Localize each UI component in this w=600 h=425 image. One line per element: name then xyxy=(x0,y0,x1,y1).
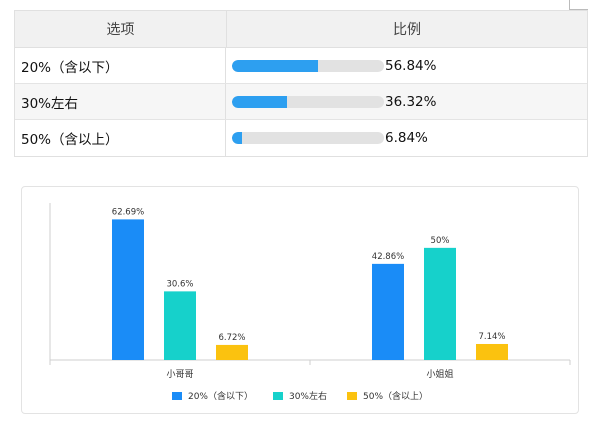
x-tick-label: 小姐姐 xyxy=(426,368,453,380)
legend-label: 50%（含以上） xyxy=(363,392,429,402)
progress-fill xyxy=(232,59,319,72)
percent-value: 6.84% xyxy=(385,130,428,146)
legend-swatch xyxy=(171,391,182,400)
progress-track xyxy=(232,59,384,72)
x-tick-label: 小哥哥 xyxy=(166,369,193,380)
progress-fill xyxy=(232,132,243,144)
bar xyxy=(476,343,508,360)
legend-label: 30%左右 xyxy=(288,392,327,402)
ratio-cell: 36.32% xyxy=(226,84,587,119)
data-label: 42.86% xyxy=(372,252,404,262)
legend-item[interactable]: 30%左右 xyxy=(272,389,327,402)
progress-fill xyxy=(232,95,288,108)
option-label: 20%（含以下） xyxy=(15,48,226,83)
legend-item[interactable]: 50%（含以上） xyxy=(347,389,428,402)
table-row: 50%（含以上） 6.84% xyxy=(15,120,587,156)
data-label: 7.14% xyxy=(478,332,505,342)
percent-value: 56.84% xyxy=(385,57,437,74)
ratio-cell: 56.84% xyxy=(226,48,587,83)
corner-mark xyxy=(569,0,588,10)
legend-label: 20%（含以下） xyxy=(187,392,253,402)
bar xyxy=(424,247,456,360)
bar xyxy=(216,344,248,360)
bar xyxy=(112,219,144,360)
legend-item[interactable]: 20%（含以下） xyxy=(171,389,253,402)
bar xyxy=(372,263,404,360)
chart-card: 62.69% 30.6% 6.72% 小哥哥 42.86% 50% 7.14% 小姐姐 20%… xyxy=(21,186,579,414)
data-label: 6.72% xyxy=(218,333,245,343)
table-row: 20%（含以下） 56.84% xyxy=(15,48,587,84)
option-label: 50%（含以上） xyxy=(15,120,226,156)
data-label: 62.69% xyxy=(112,207,144,217)
ratio-cell: 6.84% xyxy=(226,120,587,156)
header-option: 选项 xyxy=(15,11,227,47)
progress-track xyxy=(232,132,384,144)
progress-track xyxy=(232,95,384,108)
data-label: 30.6% xyxy=(166,279,193,289)
bar xyxy=(164,291,196,360)
results-table: 选项 比例 20%（含以下） 56.84% 30%左右 36.32% 50%（含… xyxy=(14,10,588,157)
percent-value: 36.32% xyxy=(385,93,437,110)
header-ratio: 比例 xyxy=(393,22,421,38)
legend-swatch xyxy=(347,391,357,400)
option-label: 30%左右 xyxy=(15,84,226,119)
table-row: 30%左右 36.32% xyxy=(15,84,587,120)
chart-legend: 20%（含以下） 30%左右 50%（含以上） xyxy=(22,389,578,402)
table-header: 选项 比例 xyxy=(15,11,587,48)
data-label: 50% xyxy=(431,236,450,246)
bar-chart: 62.69% 30.6% 6.72% 小哥哥 42.86% 50% 7.14% 小姐姐 xyxy=(49,203,571,380)
legend-swatch xyxy=(272,391,283,400)
